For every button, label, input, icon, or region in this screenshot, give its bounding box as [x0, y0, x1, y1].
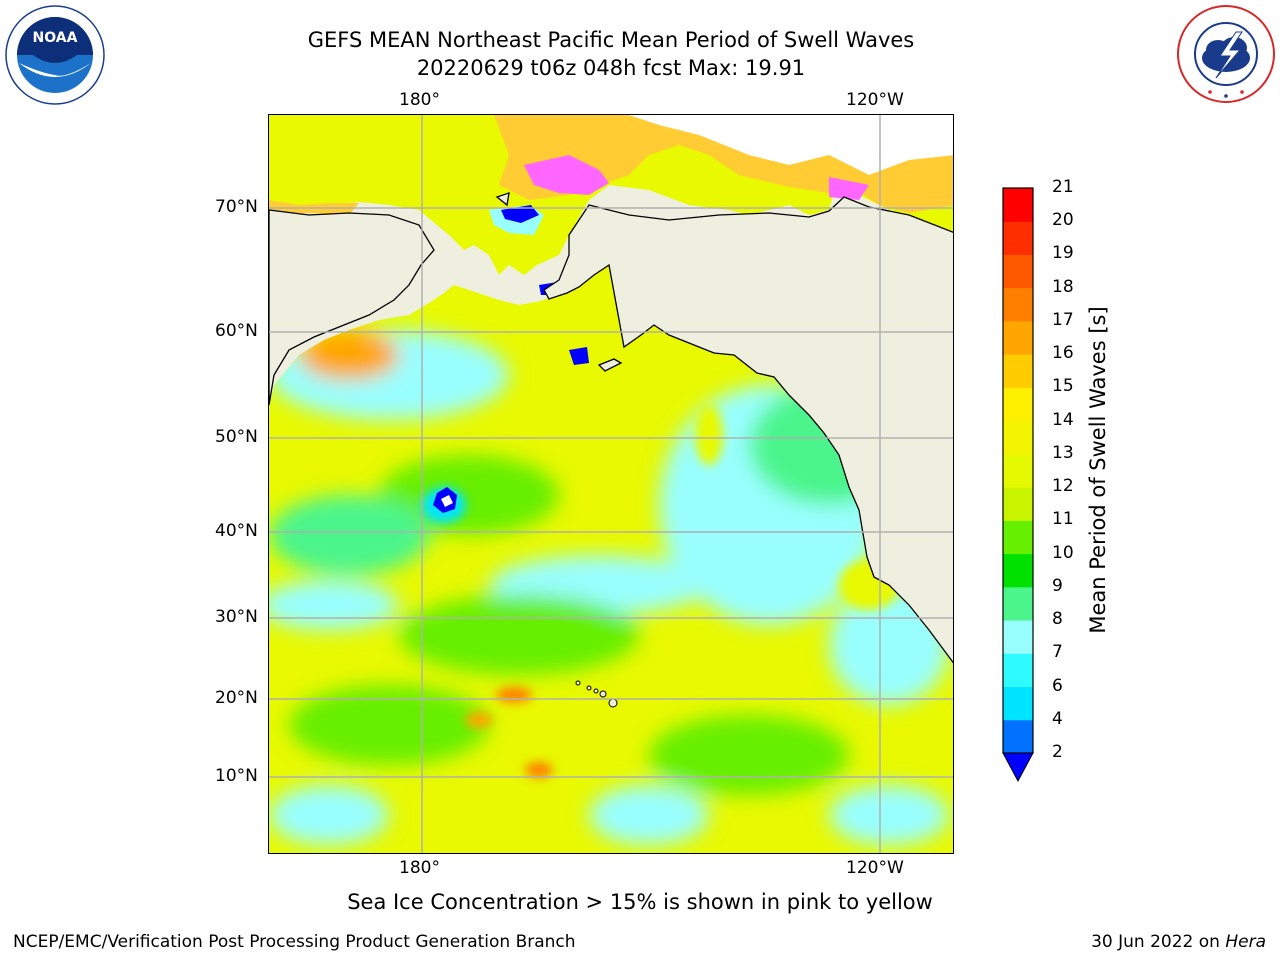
colorbar-segment: [1003, 620, 1033, 654]
colorbar-segment: [1003, 420, 1033, 455]
lat-label-10n: 10°N: [215, 766, 258, 786]
colorbar-tick-label: 14: [1052, 409, 1074, 430]
title-line-2: 20220629 t06z 048h fcst Max: 19.91: [416, 56, 806, 80]
colorbar-tick-label: 6: [1052, 675, 1063, 696]
colorbar-segment: [1003, 354, 1033, 388]
footer-branch: NCEP/EMC/Verification Post Processing Pr…: [13, 932, 576, 952]
lat-label-20n: 20°N: [215, 688, 258, 708]
lon-label-top-180: 180°: [399, 90, 440, 110]
sea-ice-note: Sea Ice Concentration > 15% is shown in …: [347, 890, 933, 914]
north-america-land: [543, 196, 953, 664]
colorbar-tick-label: 11: [1052, 509, 1074, 530]
lon-label-top-120w: 120°W: [846, 90, 904, 110]
colorbar-tick-label: 19: [1052, 243, 1074, 264]
colorbar-segment: [1003, 254, 1033, 289]
colorbar-tick-label: 15: [1052, 376, 1074, 397]
colorbar-segments: [1003, 188, 1033, 754]
colorbar-under-arrow: [1002, 752, 1034, 783]
colorbar-segment: [1003, 320, 1033, 355]
sea-ice-region: [269, 115, 953, 365]
lon-label-bottom-120w: 120°W: [846, 858, 904, 878]
lat-label-40n: 40°N: [215, 521, 258, 541]
colorbar-tick-label: 10: [1052, 542, 1074, 563]
hawaiian-islands: [575, 680, 618, 708]
colorbar-tick-label: 9: [1052, 575, 1063, 596]
kodiak-island: [597, 358, 623, 372]
map-gridlines: [269, 115, 953, 853]
map-canvas: [269, 115, 953, 853]
colorbar-tick-label: 17: [1052, 309, 1074, 330]
lat-label-30n: 30°N: [215, 607, 258, 627]
swell-period-field: [269, 115, 953, 853]
colorbar-tick-label: 8: [1052, 609, 1063, 630]
noaa-logo: NOAA: [5, 5, 105, 105]
national-weather-service-logo: [1177, 5, 1275, 103]
land-masses: [269, 192, 953, 664]
colorbar-segment: [1003, 553, 1033, 588]
lat-label-60n: 60°N: [215, 321, 258, 341]
colorbar-tick-label: 7: [1052, 642, 1063, 663]
colorbar-tick-label: 4: [1052, 708, 1063, 729]
colorbar-tick-label: 18: [1052, 276, 1074, 297]
footer-host: Hera: [1225, 932, 1266, 952]
colorbar-segment: [1003, 453, 1033, 488]
colorbar-segment: [1003, 221, 1033, 255]
colorbar-segment: [1003, 586, 1033, 621]
colorbar-tick-label: 13: [1052, 442, 1074, 463]
colorbar-segment: [1003, 188, 1033, 222]
siberia-land: [269, 209, 435, 406]
title-line-1: GEFS MEAN Northeast Pacific Mean Period …: [307, 28, 915, 52]
noaa-logo-text: NOAA: [33, 30, 78, 46]
lat-label-70n: 70°N: [215, 197, 258, 217]
colorbar-segment: [1003, 653, 1033, 688]
colorbar-segment: [1003, 719, 1033, 754]
colorbar: [1002, 187, 1034, 783]
chart-title: GEFS MEAN Northeast Pacific Mean Period …: [0, 26, 1222, 82]
colorbar-segment: [1003, 387, 1033, 422]
colorbar-segment: [1003, 287, 1033, 322]
colorbar-segment: [1003, 686, 1033, 721]
colorbar-tick-label: 16: [1052, 343, 1074, 364]
colorbar-tick-label: 21: [1052, 177, 1074, 197]
swell-period-map: [268, 114, 954, 854]
colorbar-tick-label: 20: [1052, 210, 1074, 231]
colorbar-tick-label: 12: [1052, 476, 1074, 497]
colorbar-title: Mean Period of Swell Waves [s]: [1086, 306, 1110, 634]
lat-label-50n: 50°N: [215, 427, 258, 447]
colorbar-segment: [1003, 520, 1033, 555]
footer-date-text: 30 Jun 2022 on: [1091, 932, 1226, 952]
colorbar-tick-label: 2: [1052, 742, 1063, 762]
colorbar-segment: [1003, 487, 1033, 521]
footer-date: 30 Jun 2022 on Hera: [1091, 932, 1266, 952]
colorbar-outline: [1002, 187, 1034, 754]
lon-label-bottom-180: 180°: [399, 858, 440, 878]
